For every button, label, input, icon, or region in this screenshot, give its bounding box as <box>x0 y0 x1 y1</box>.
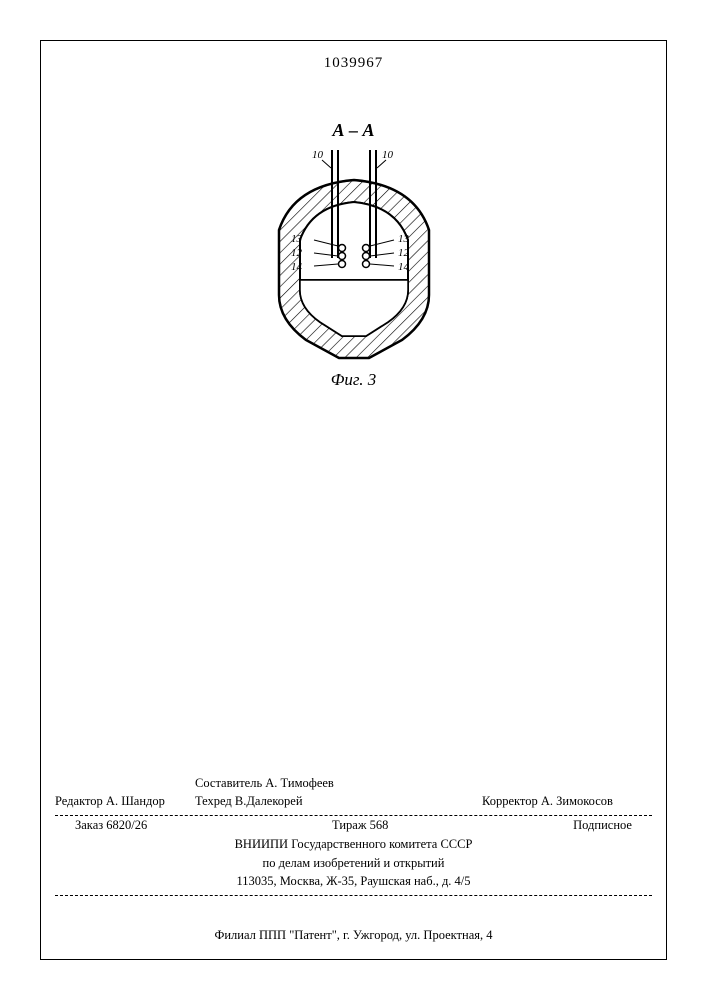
ref-label-13-left: 13 <box>291 233 303 245</box>
section-label: А – А <box>0 120 707 141</box>
credits-block: Составитель А. Тимофеев Редактор А. Шанд… <box>55 774 652 821</box>
ref-label-10-right: 10 <box>382 149 394 161</box>
circulation: Тираж 568 <box>332 816 388 835</box>
ref-label-10-left: 10 <box>312 149 324 161</box>
divider-icon <box>55 895 652 896</box>
ref-label-14-right: 14 <box>398 261 410 273</box>
subscription: Подписное <box>573 816 632 835</box>
branch-line: Филиал ППП "Патент", г. Ужгород, ул. Про… <box>55 926 652 945</box>
diagram-figure: 10 10 13 12 14 13 12 14 <box>0 140 707 390</box>
ref-label-13-right: 13 <box>398 233 410 245</box>
corrector-label: Корректор <box>482 794 538 808</box>
publication-block: Заказ 6820/26 Тираж 568 Подписное ВНИИПИ… <box>55 816 652 900</box>
compiler-label: Составитель <box>195 776 262 790</box>
editor-label: Редактор <box>55 794 103 808</box>
org-line-2: по делам изобретений и открытий <box>55 854 652 873</box>
order-number: Заказ 6820/26 <box>75 816 147 835</box>
editor-name: А. Шандор <box>106 794 165 808</box>
techred-name: В.Далекорей <box>235 794 303 808</box>
branch-block: Филиал ППП "Патент", г. Ужгород, ул. Про… <box>55 926 652 945</box>
techred-label: Техред <box>195 794 232 808</box>
ref-label-12-left: 12 <box>291 247 303 259</box>
ref-label-12-right: 12 <box>398 247 410 259</box>
org-line-1: ВНИИПИ Государственного комитета СССР <box>55 835 652 854</box>
ref-label-14-left: 14 <box>291 261 303 273</box>
compiler-name: А. Тимофеев <box>265 776 334 790</box>
corrector-name: А. Зимокосов <box>541 794 613 808</box>
figure-caption: Фиг. 3 <box>0 370 707 390</box>
org-address: 113035, Москва, Ж-35, Раушская наб., д. … <box>55 872 652 891</box>
document-number: 1039967 <box>0 55 707 72</box>
